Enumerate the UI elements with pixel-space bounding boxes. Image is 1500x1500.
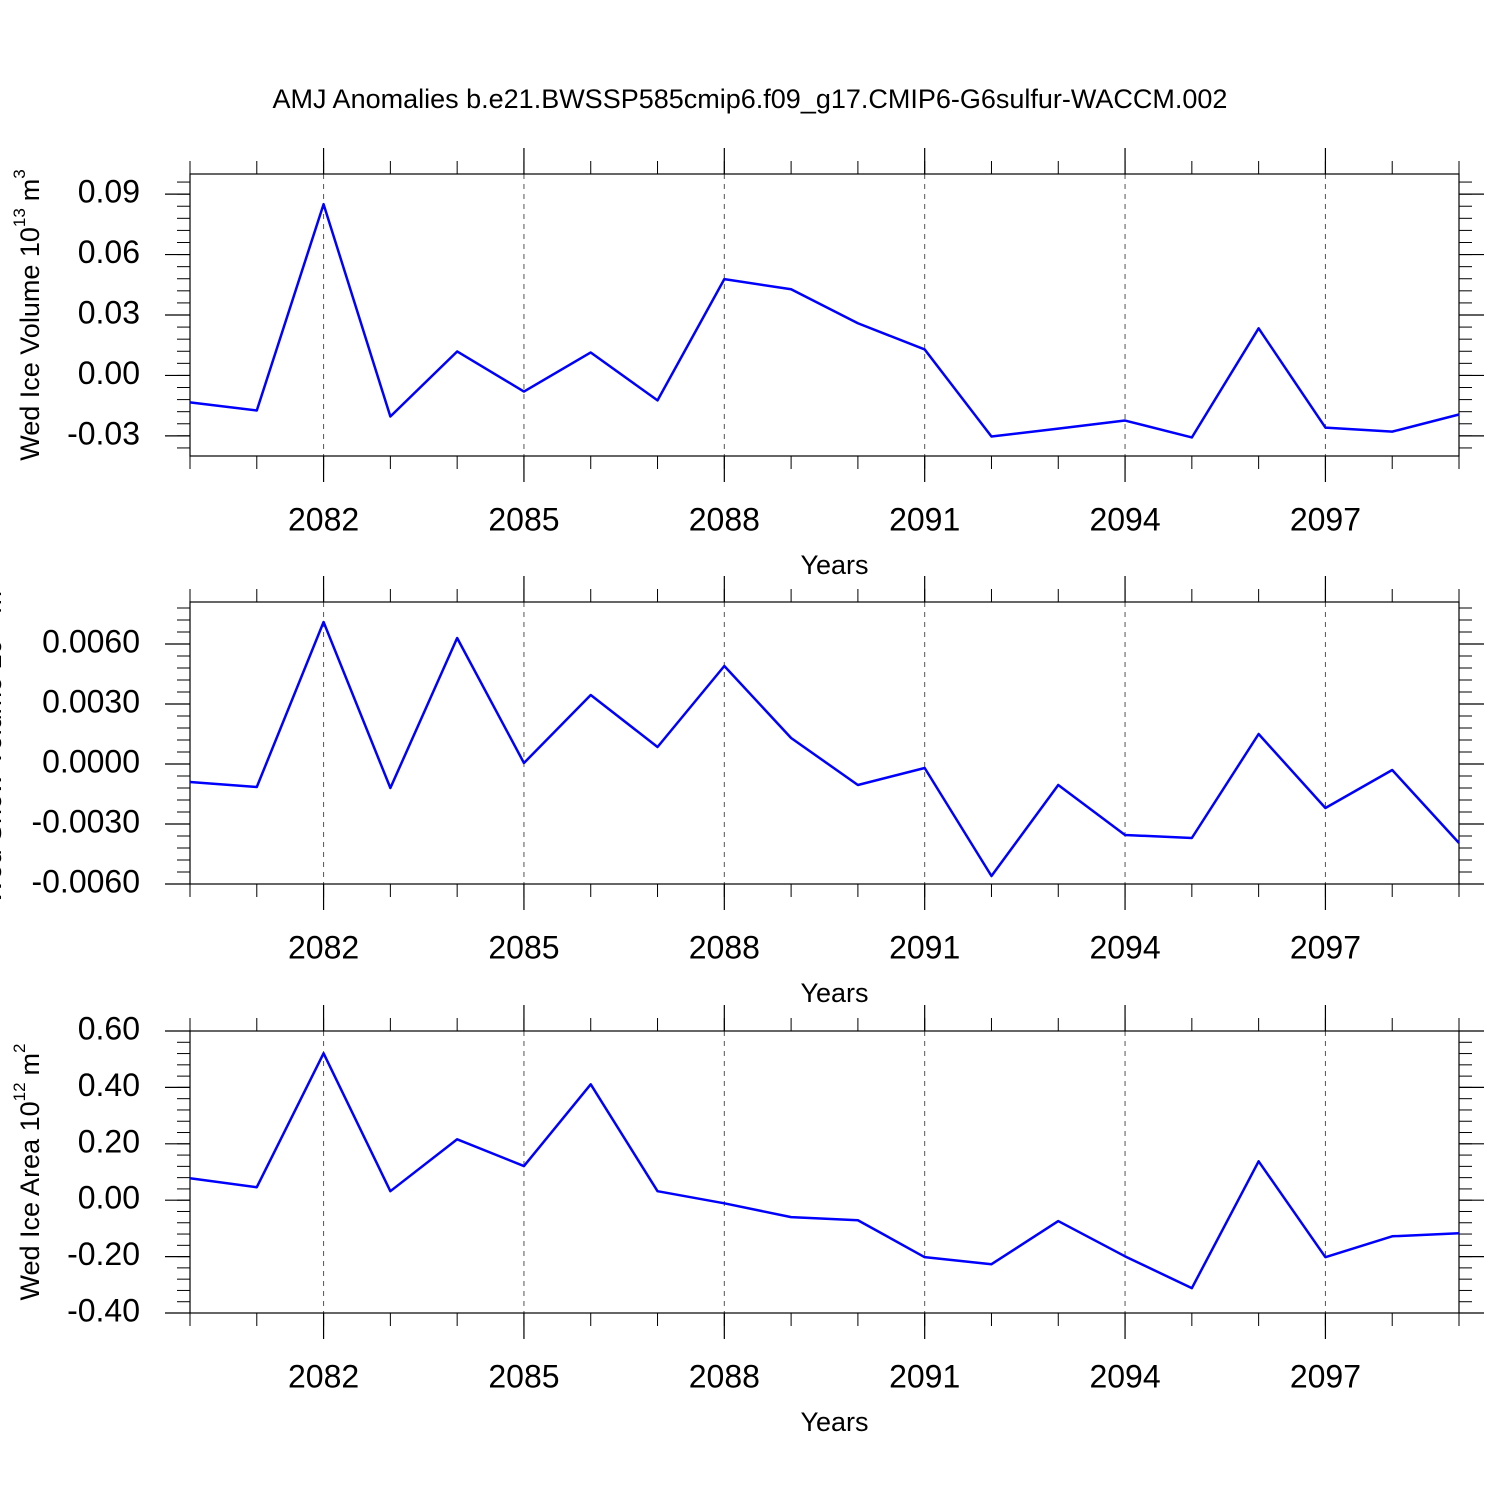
x-tick-label: 2085 [488, 501, 559, 537]
y-tick-label: 0.0060 [42, 623, 140, 659]
x-tick-label: 2091 [889, 501, 960, 537]
x-tick-label: 2088 [689, 501, 760, 537]
x-tick-label: 2091 [889, 929, 960, 965]
y-axis-label: Wed Ice Area 1012 m2 [10, 1043, 45, 1300]
x-tick-label: 2097 [1290, 929, 1361, 965]
y-axis-label-exponent: 13 [10, 208, 29, 227]
x-tick-label: 2097 [1290, 501, 1361, 537]
plot-frame [189, 601, 1460, 885]
x-axis-label: Years [800, 1407, 868, 1437]
x-tick-label: 2094 [1089, 929, 1160, 965]
y-axis-label: Wed Snow Volume 1013m3 [0, 581, 7, 904]
y-axis-label-unit: m [15, 1053, 45, 1076]
y-axis-label-unit-exponent: 2 [10, 1043, 29, 1052]
y-tick-label: -0.20 [67, 1236, 140, 1272]
y-tick-label: 0.00 [78, 1180, 140, 1216]
y-axis-label-text: Wed Ice Area 10 [15, 1101, 45, 1300]
chart-title: AMJ Anomalies b.e21.BWSSP585cmip6.f09_g1… [273, 84, 1228, 114]
x-tick-label: 2097 [1290, 1358, 1361, 1394]
y-tick-label: 0.20 [78, 1123, 140, 1159]
x-tick-label: 2082 [288, 1358, 359, 1394]
y-tick-label: 0.40 [78, 1067, 140, 1103]
data-line [189, 1052, 1460, 1290]
x-axis-label: Years [800, 550, 868, 580]
plot-frame [189, 173, 1460, 457]
y-tick-label: 0.00 [78, 355, 140, 391]
y-tick-label: -0.0030 [31, 803, 140, 839]
y-axis-label-exponent: 12 [10, 1082, 29, 1101]
y-tick-label: -0.40 [67, 1292, 140, 1328]
x-tick-label: 2094 [1089, 501, 1160, 537]
y-axis-label: Wed Ice Volume 1013 m3 [10, 169, 45, 461]
data-line [189, 620, 1460, 878]
x-tick-label: 2085 [488, 929, 559, 965]
x-axis-label: Years [800, 978, 868, 1008]
y-tick-label: 0.0030 [42, 683, 140, 719]
y-axis-label-unit-exponent: 3 [10, 169, 29, 178]
y-tick-label: -0.03 [67, 415, 140, 451]
x-tick-label: 2091 [889, 1358, 960, 1394]
plot-frame [189, 1030, 1460, 1314]
data-line [189, 202, 1460, 439]
y-tick-label: 0.06 [78, 234, 140, 270]
y-tick-label: -0.0060 [31, 863, 140, 899]
x-tick-label: 2088 [689, 929, 760, 965]
y-tick-label: 0.09 [78, 174, 140, 210]
x-tick-label: 2085 [488, 1358, 559, 1394]
x-tick-label: 2082 [288, 501, 359, 537]
y-axis-label-text: Wed Ice Volume 10 [15, 227, 45, 461]
y-tick-label: 0.60 [78, 1010, 140, 1046]
x-tick-label: 2094 [1089, 1358, 1160, 1394]
x-tick-label: 2088 [689, 1358, 760, 1394]
y-axis-label-text: Wed Snow Volume 10 [0, 639, 7, 904]
y-tick-label: 0.03 [78, 294, 140, 330]
x-tick-label: 2082 [288, 929, 359, 965]
y-axis-label-unit: m [0, 591, 7, 614]
y-tick-label: 0.0000 [42, 743, 140, 779]
y-axis-label-unit: m [15, 179, 45, 202]
